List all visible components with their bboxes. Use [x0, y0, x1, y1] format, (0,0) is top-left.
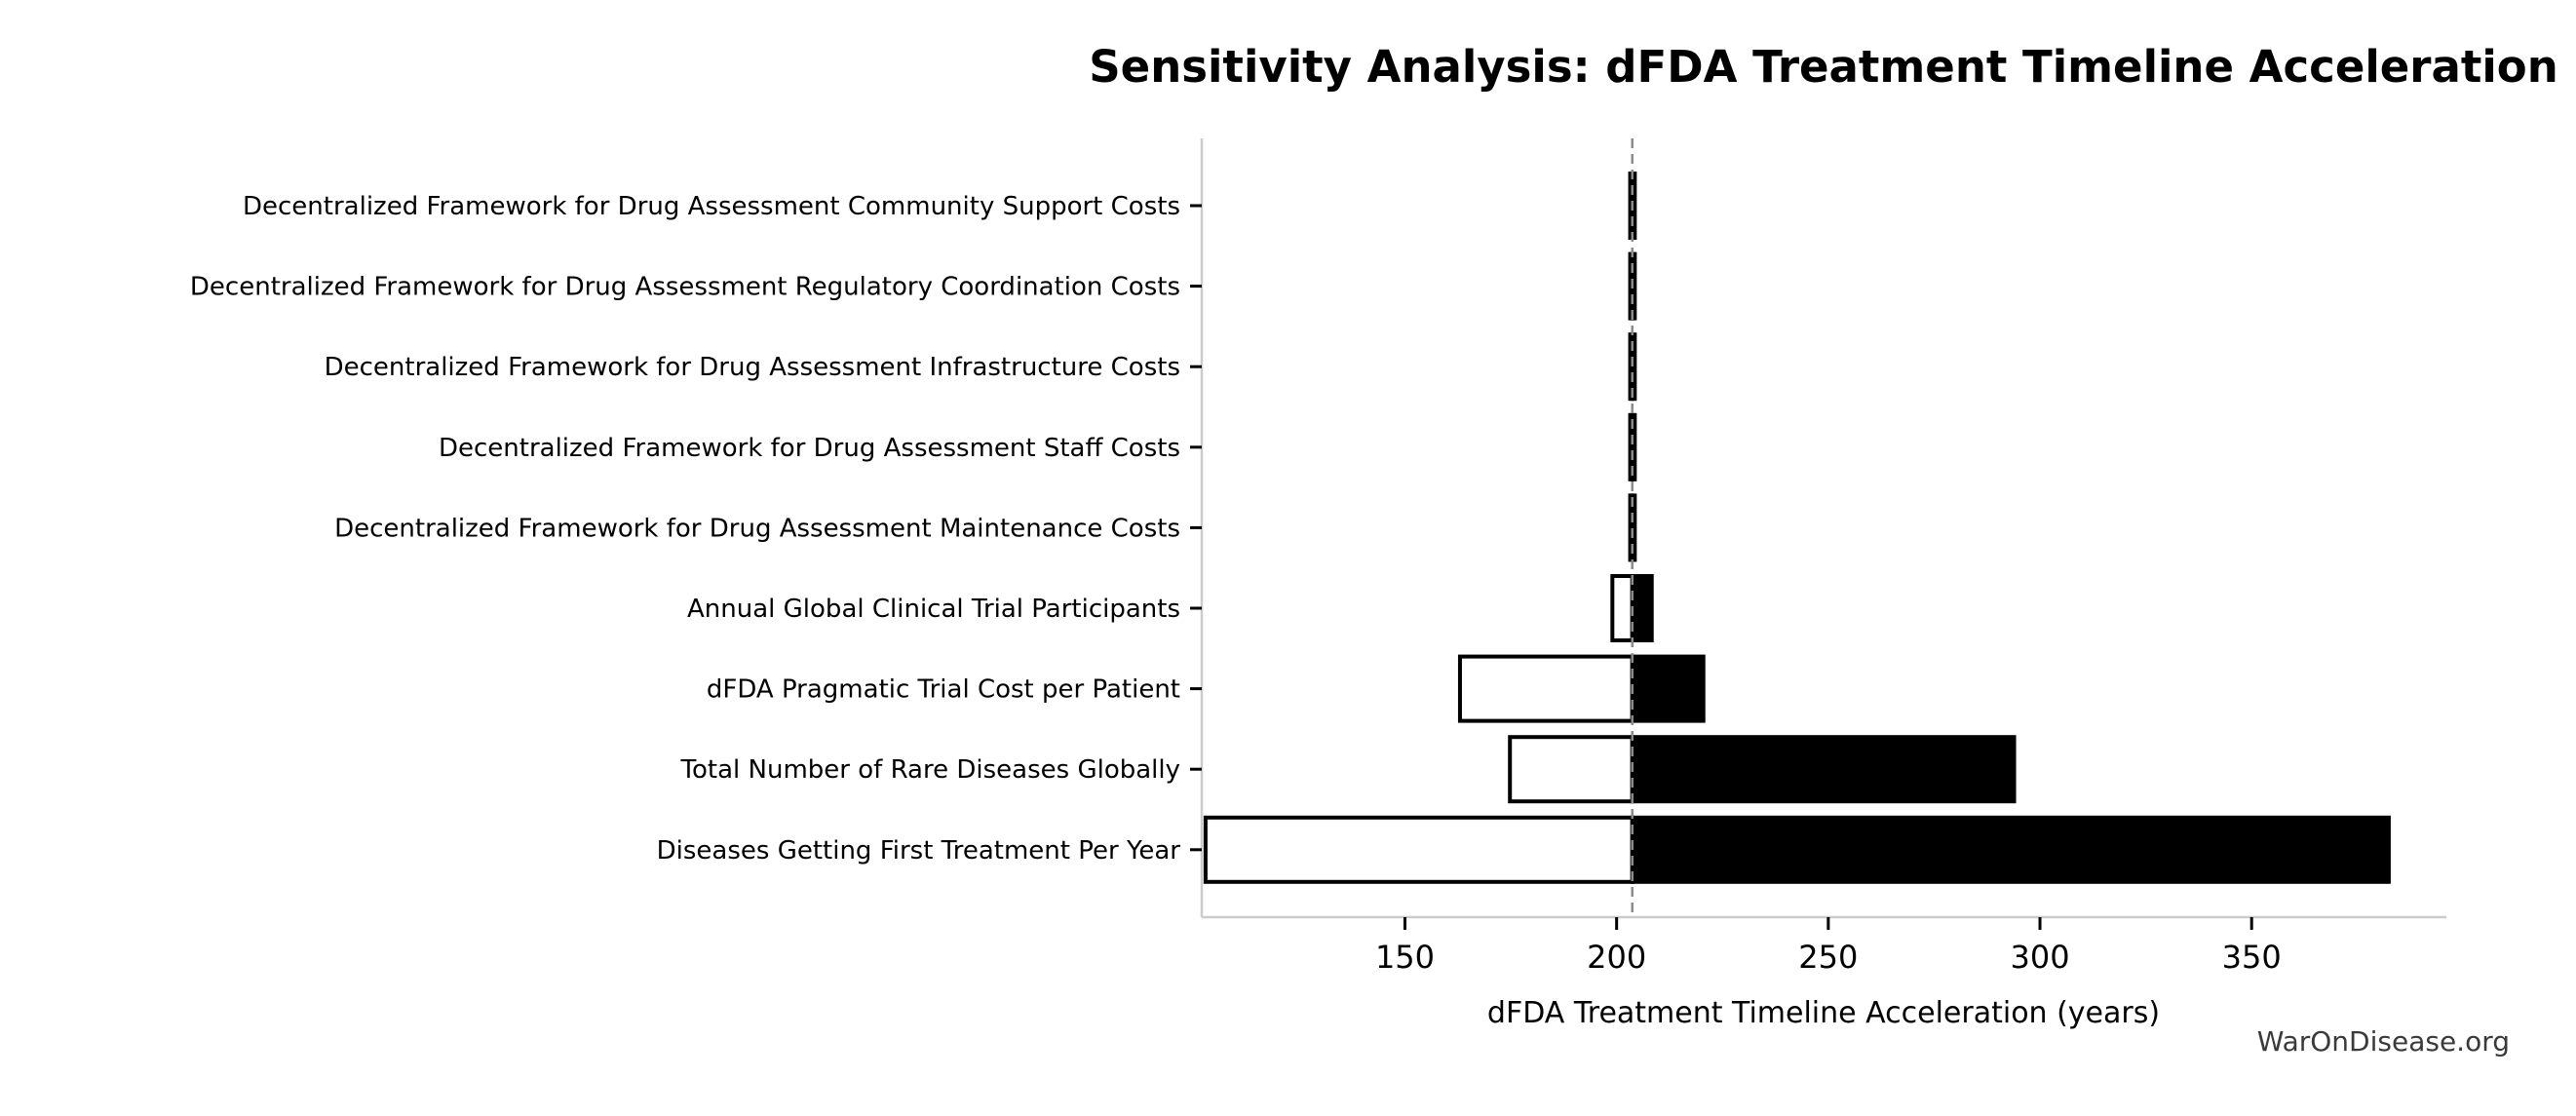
high-bar	[1630, 574, 1654, 642]
watermark-text: WarOnDisease.org	[2256, 1025, 2510, 1058]
low-bar	[1457, 654, 1634, 723]
low-bar	[1508, 735, 1634, 804]
category-label: Decentralized Framework for Drug Assessm…	[325, 353, 1180, 382]
x-tick-label: 200	[1587, 939, 1646, 976]
high-bar	[1630, 654, 1706, 723]
category-label: Total Number of Rare Diseases Globally	[680, 755, 1180, 785]
high-bar	[1630, 332, 1637, 402]
x-tick-label: 250	[1798, 939, 1858, 976]
high-bar	[1630, 735, 2017, 804]
x-axis-title: dFDA Treatment Timeline Acceleration (ye…	[1486, 996, 2161, 1030]
chart-title: Sensitivity Analysis: dFDA Treatment Tim…	[1089, 41, 2558, 93]
category-label: Diseases Getting First Treatment Per Yea…	[657, 836, 1181, 866]
category-label: dFDA Pragmatic Trial Cost per Patient	[707, 675, 1180, 705]
x-tick-label: 350	[2222, 939, 2282, 976]
category-label: Decentralized Framework for Drug Assessm…	[439, 434, 1180, 463]
high-bar	[1630, 493, 1637, 562]
category-label: Decentralized Framework for Drug Assessm…	[334, 514, 1180, 543]
category-label: Decentralized Framework for Drug Assessm…	[243, 192, 1180, 221]
low-bar	[1203, 815, 1634, 884]
x-tick-label: 150	[1375, 939, 1435, 976]
category-label: Decentralized Framework for Drug Assessm…	[190, 273, 1180, 302]
high-bar	[1630, 412, 1637, 481]
high-bar	[1630, 815, 2391, 884]
low-bar	[1610, 574, 1634, 642]
x-tick-label: 300	[2010, 939, 2069, 976]
category-label: Annual Global Clinical Trial Participant…	[687, 595, 1180, 624]
